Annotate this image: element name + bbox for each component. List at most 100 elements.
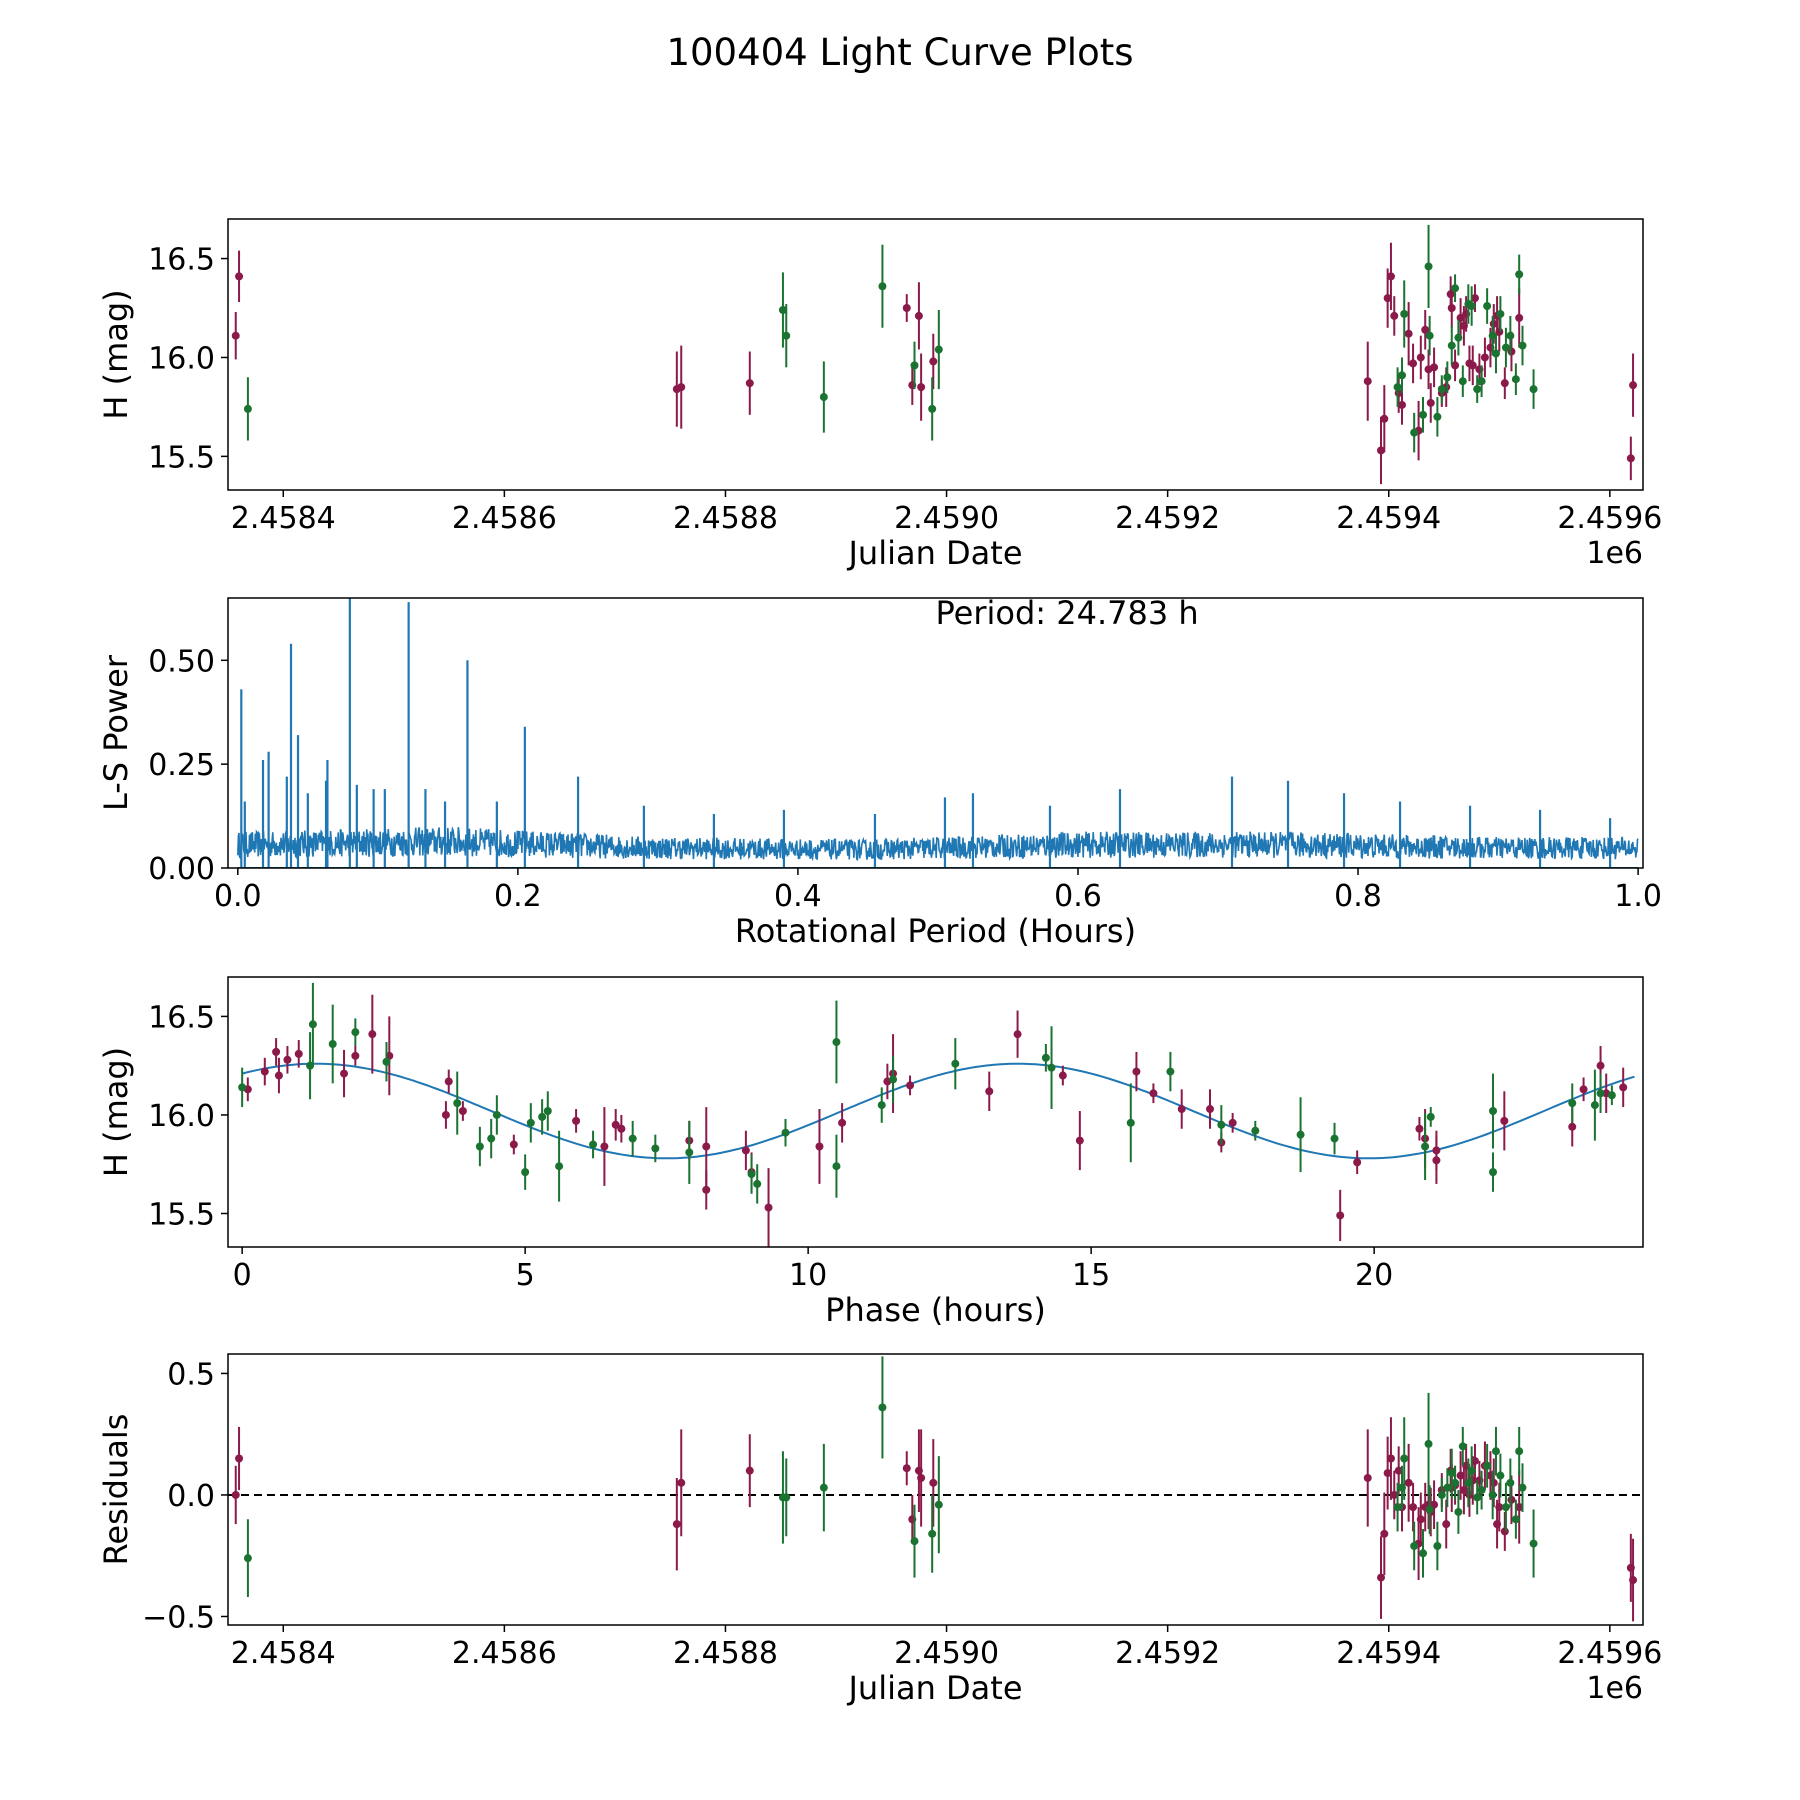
data-point	[572, 1116, 581, 1125]
data-point	[526, 1118, 535, 1127]
residuals-frame	[227, 1353, 1644, 1626]
phasefold-plot-area	[238, 982, 1635, 1247]
data-point	[1596, 1061, 1605, 1070]
data-point	[543, 1107, 552, 1116]
data-point	[382, 1057, 391, 1066]
data-point	[985, 1087, 994, 1096]
data-point	[745, 1466, 754, 1475]
data-point	[1459, 1486, 1468, 1495]
data-point	[1390, 311, 1399, 320]
y-axis-label: H (mag)	[97, 289, 135, 419]
data-point	[1296, 1130, 1305, 1139]
x-tick-label: 0.8	[1334, 879, 1382, 914]
data-point	[1409, 359, 1418, 368]
data-point	[1386, 272, 1395, 281]
data-point	[815, 1142, 824, 1151]
data-point	[1500, 379, 1509, 388]
data-point	[1468, 361, 1477, 370]
data-point	[283, 1055, 292, 1064]
data-point	[702, 1142, 711, 1151]
data-point	[1458, 377, 1467, 386]
data-point	[1410, 1542, 1419, 1551]
data-point	[1433, 1542, 1442, 1551]
data-point	[351, 1028, 360, 1037]
plot-layer: 2.4584 2.4586 2.4588 2.4590 2.4592 2.4594 2.45…	[97, 218, 1662, 1707]
y-axis-label: Residuals	[97, 1414, 135, 1566]
data-point	[1383, 1469, 1392, 1478]
x-offset-label: 1e6	[1586, 1671, 1643, 1706]
data-point	[538, 1112, 547, 1121]
y-tick-label: 0.00	[148, 852, 215, 887]
data-point	[1363, 1473, 1372, 1482]
data-point	[1489, 1107, 1498, 1116]
y-axis-label: L-S Power	[97, 654, 135, 811]
data-point	[1515, 270, 1524, 279]
y-tick-label: 0.0	[167, 1479, 215, 1514]
data-point	[1451, 361, 1460, 370]
data-point	[1400, 309, 1409, 318]
data-point	[1421, 1142, 1430, 1151]
data-point	[1432, 1156, 1441, 1165]
data-point	[1409, 1503, 1418, 1512]
data-point	[1518, 341, 1527, 350]
data-point	[1075, 1136, 1084, 1145]
data-point	[1424, 1439, 1433, 1448]
data-point	[308, 1020, 317, 1029]
data-point	[1426, 1112, 1435, 1121]
data-point	[1425, 1505, 1434, 1514]
data-point	[781, 1128, 790, 1137]
data-point	[1495, 1503, 1504, 1512]
data-point	[745, 379, 754, 388]
data-point	[1398, 400, 1407, 409]
x-axis-label: Julian Date	[846, 534, 1022, 572]
x-tick-label: 2.4588	[673, 501, 778, 536]
data-point	[1456, 1471, 1465, 1480]
data-point	[1489, 1478, 1498, 1487]
x-tick-label: 0	[233, 1258, 252, 1293]
data-point	[1377, 446, 1386, 455]
data-point	[764, 1203, 773, 1212]
data-point	[910, 1537, 919, 1546]
period-annotation: Period: 24.783 h	[936, 594, 1199, 632]
x-tick-label: 2.4586	[452, 501, 557, 536]
x-tick-label: 0.4	[774, 879, 822, 914]
data-point	[917, 1473, 926, 1482]
data-point	[1501, 1503, 1510, 1512]
data-point	[1500, 1116, 1509, 1125]
data-point	[1496, 309, 1505, 318]
x-tick-label: 2.4596	[1557, 501, 1662, 536]
data-point	[1149, 1089, 1158, 1098]
y-axis-label: H (mag)	[97, 1047, 135, 1177]
data-point	[589, 1140, 598, 1149]
data-point	[1480, 353, 1489, 362]
data-point	[1506, 1478, 1515, 1487]
data-point	[819, 1483, 828, 1492]
data-point	[1491, 349, 1500, 358]
data-point	[1464, 1478, 1473, 1487]
periodogram-noise-trace	[237, 826, 1639, 862]
data-point	[1477, 377, 1486, 386]
data-point	[832, 1038, 841, 1047]
x-tick-label: 2.4590	[894, 1636, 999, 1671]
data-point	[1228, 1118, 1237, 1127]
data-point	[1626, 454, 1635, 463]
data-point	[1426, 398, 1435, 407]
data-point	[475, 1142, 484, 1151]
data-point	[1419, 410, 1428, 419]
x-tick-label: 2.4590	[894, 501, 999, 536]
data-point	[1447, 1469, 1456, 1478]
x-tick-label: 2.4588	[673, 1636, 778, 1671]
data-point	[782, 1493, 791, 1502]
data-point	[902, 1464, 911, 1473]
data-point	[1206, 1105, 1215, 1114]
data-point	[235, 272, 244, 281]
data-point	[928, 404, 937, 413]
data-point	[1568, 1099, 1577, 1108]
data-point	[453, 1099, 462, 1108]
data-point	[1529, 1539, 1538, 1548]
lightcurve-panel: 2.4584 2.4586 2.4588 2.4590 2.4592 2.4594 2.45…	[97, 218, 1662, 572]
data-point	[1501, 343, 1510, 352]
data-point	[1430, 363, 1439, 372]
data-point	[928, 1529, 937, 1538]
data-point	[1489, 1168, 1498, 1177]
